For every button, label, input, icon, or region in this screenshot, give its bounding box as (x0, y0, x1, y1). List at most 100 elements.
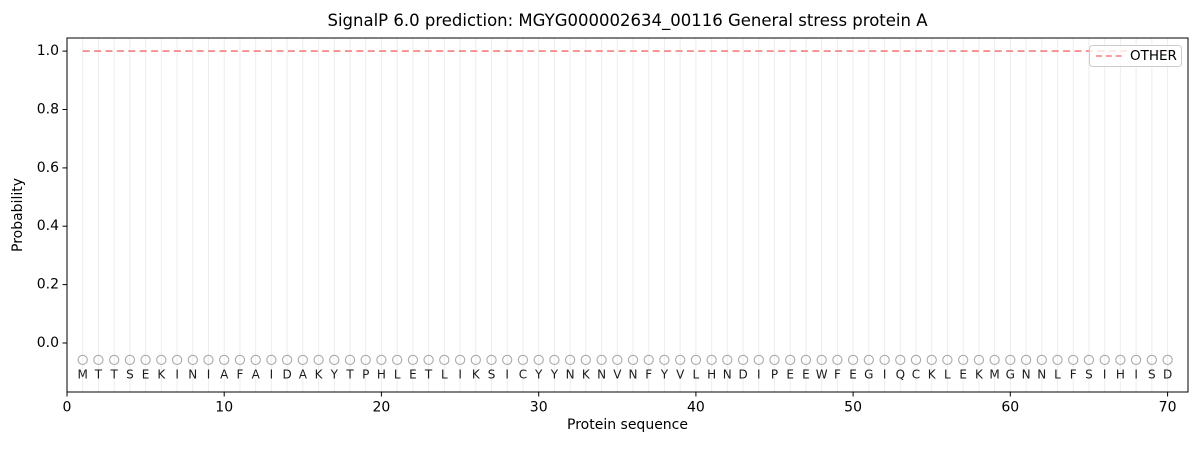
residue-letter: A (252, 368, 261, 382)
residue-letter: P (771, 368, 778, 382)
residue-letter: D (282, 368, 291, 382)
residue-marker (502, 354, 513, 366)
x-axis-label: Protein sequence (567, 417, 688, 433)
residue-marker (517, 354, 529, 366)
residue-letter: M (989, 368, 999, 382)
residue-marker (596, 354, 607, 366)
residue-letter: N (188, 368, 197, 382)
residue-letter: F (645, 368, 652, 382)
residue-marker (627, 354, 639, 366)
residue-letter: V (613, 368, 622, 382)
residue-letter: F (236, 368, 243, 382)
residue-marker (863, 354, 874, 366)
residue-letter: K (975, 368, 984, 382)
residue-marker (659, 354, 670, 366)
residue-marker (486, 354, 497, 366)
residue-marker (329, 354, 340, 366)
residue-letter: K (157, 368, 166, 382)
x-tick-label: 60 (1001, 400, 1019, 416)
residue-marker (109, 354, 120, 366)
residue-letter: S (1085, 368, 1093, 382)
residue-marker (313, 354, 324, 366)
residue-letter: S (488, 368, 496, 382)
x-tick-label: 0 (63, 400, 72, 416)
residue-marker (706, 354, 717, 366)
residue-letter: N (629, 368, 638, 382)
residue-marker (1083, 354, 1095, 366)
residue-letter: Y (550, 368, 559, 382)
residue-letter: I (757, 368, 761, 382)
residue-letter: G (864, 368, 873, 382)
residue-marker (753, 354, 764, 366)
residue-marker (1036, 354, 1047, 366)
residue-marker (439, 354, 450, 366)
residue-letter: D (738, 368, 747, 382)
x-tick-label: 30 (530, 400, 548, 416)
residue-marker (297, 354, 308, 366)
residue-marker (250, 354, 261, 366)
residue-letter: S (126, 368, 134, 382)
residue-letter: E (142, 368, 150, 382)
residue-letter: P (362, 368, 369, 382)
residue-marker (722, 354, 733, 366)
residue-marker (470, 354, 481, 366)
residue-letter: G (1006, 368, 1015, 382)
residue-marker (785, 354, 796, 366)
residue-letter: K (582, 368, 591, 382)
legend-box (1089, 45, 1182, 67)
residue-marker (344, 354, 356, 366)
residue-letter: E (409, 368, 417, 382)
residue-letter: E (959, 368, 967, 382)
residue-marker (77, 354, 88, 366)
residue-marker (423, 354, 434, 366)
residue-marker (1005, 354, 1016, 366)
residue-letter: I (505, 368, 509, 382)
residue-marker (392, 354, 403, 366)
residue-marker (171, 354, 183, 366)
residue-letter: L (944, 368, 951, 382)
residue-marker (769, 354, 780, 366)
residue-letter: V (676, 368, 685, 382)
residue-marker (234, 354, 246, 366)
residue-marker (1099, 354, 1110, 366)
residue-marker (564, 354, 576, 366)
residue-letter: L (394, 368, 401, 382)
y-tick-label: 1.0 (37, 43, 59, 59)
residue-letter: L (1054, 368, 1061, 382)
residue-letter: L (441, 368, 448, 382)
residue-letter: I (883, 368, 887, 382)
residue-letter: T (345, 368, 354, 382)
residue-letter: I (1103, 368, 1107, 382)
residue-marker (1162, 354, 1173, 366)
plot-title: SignalP 6.0 prediction: MGYG000002634_00… (327, 11, 928, 30)
residue-letter: N (1037, 368, 1046, 382)
residue-letter: F (1070, 368, 1077, 382)
residue-marker (360, 354, 371, 366)
residue-marker (816, 354, 827, 366)
x-tick-label: 70 (1159, 400, 1177, 416)
residue-letter: N (1022, 368, 1031, 382)
residue-letter: S (1148, 368, 1156, 382)
residue-marker (281, 354, 293, 366)
residue-marker (643, 354, 654, 366)
residue-letter: C (912, 368, 920, 382)
y-tick-label: 0.4 (37, 218, 59, 234)
residue-marker (1020, 354, 1032, 366)
residue-marker (187, 354, 198, 366)
residue-letter: N (597, 368, 606, 382)
residue-letter: I (1134, 368, 1138, 382)
residue-marker (376, 354, 387, 366)
residue-letter: D (1163, 368, 1172, 382)
residue-marker (612, 354, 623, 366)
residue-marker (1115, 354, 1126, 366)
residue-letter: E (849, 368, 857, 382)
residue-marker (266, 354, 277, 366)
x-tick-label: 10 (215, 400, 233, 416)
residue-marker (895, 354, 906, 366)
residue-letter: I (175, 368, 179, 382)
residue-letter: K (928, 368, 937, 382)
residue-letter: L (693, 368, 700, 382)
residue-marker (407, 354, 419, 366)
residue-marker (989, 354, 1000, 366)
residue-marker (737, 354, 749, 366)
